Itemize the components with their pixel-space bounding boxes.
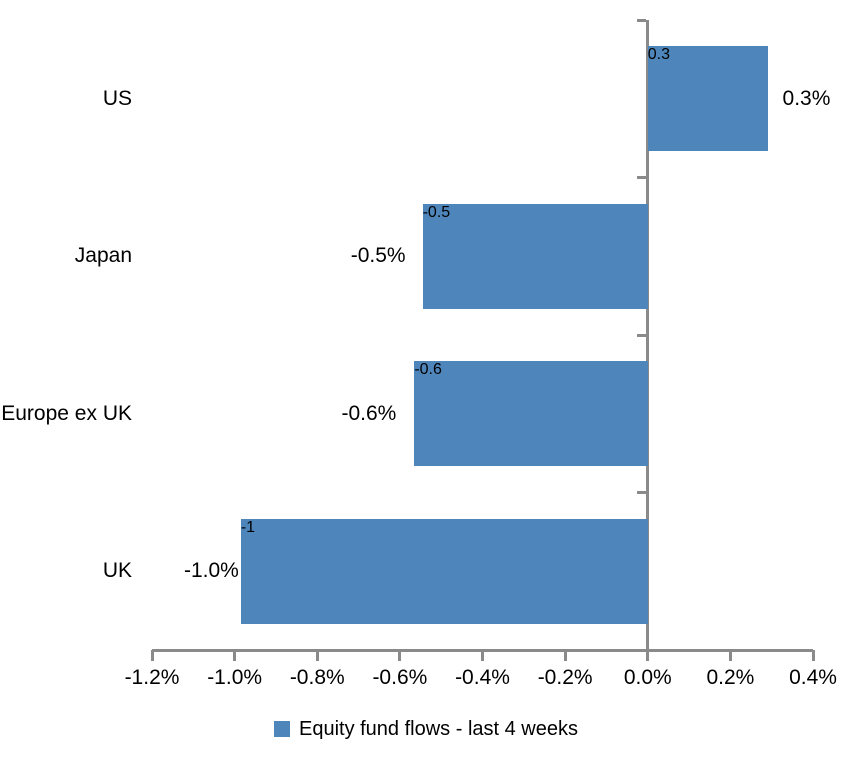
bar-us: 0.3 (647, 46, 768, 152)
bar-japan: -0.5 (422, 203, 648, 309)
data-label: 0.3% (782, 86, 831, 110)
x-axis-tick-label: -0.6% (372, 666, 428, 689)
x-axis-tick-label: -1.2% (124, 666, 180, 689)
data-label: -1.0% (183, 559, 239, 583)
legend-label: Equity fund flows - last 4 weeks (298, 717, 578, 740)
x-axis-tick-label: -0.8% (289, 666, 345, 689)
x-axis-tick (398, 650, 402, 661)
x-axis-tick-label: 0.2% (706, 666, 755, 689)
x-axis-tick-label: -0.4% (455, 666, 510, 689)
category-axis-tick (637, 176, 647, 179)
legend: Equity fund flows - last 4 weeks (0, 709, 852, 749)
x-axis-tick (481, 650, 484, 661)
data-label: -0.5% (350, 244, 406, 268)
category-axis-line (646, 20, 650, 650)
x-axis-tick (811, 650, 815, 661)
legend-swatch-icon (273, 721, 290, 737)
x-axis-tick (563, 650, 567, 661)
x-axis-tick-label: -1.0% (207, 666, 263, 689)
category-axis-tick (637, 333, 647, 337)
x-axis-tick (233, 650, 237, 661)
bar-europe-ex-uk: -0.6 (414, 361, 648, 467)
x-axis-tick (646, 650, 650, 661)
x-axis-tick-label: -0.2% (537, 666, 593, 689)
x-axis-tick (728, 650, 732, 661)
x-axis-tick-label: 0.0% (623, 666, 672, 689)
category-axis-tick (637, 491, 647, 494)
category-axis-tick (637, 18, 647, 22)
x-axis-tick (150, 650, 154, 661)
category-label: Japan (74, 244, 132, 268)
category-label: Europe ex UK (1, 401, 132, 425)
category-label: UK (102, 559, 132, 583)
x-axis-tick (315, 650, 319, 661)
bar-uk: -1 (240, 518, 648, 624)
x-axis-tick-label: 0.4% (789, 666, 837, 689)
category-label: US (102, 86, 132, 110)
data-label: -0.6% (341, 401, 397, 425)
